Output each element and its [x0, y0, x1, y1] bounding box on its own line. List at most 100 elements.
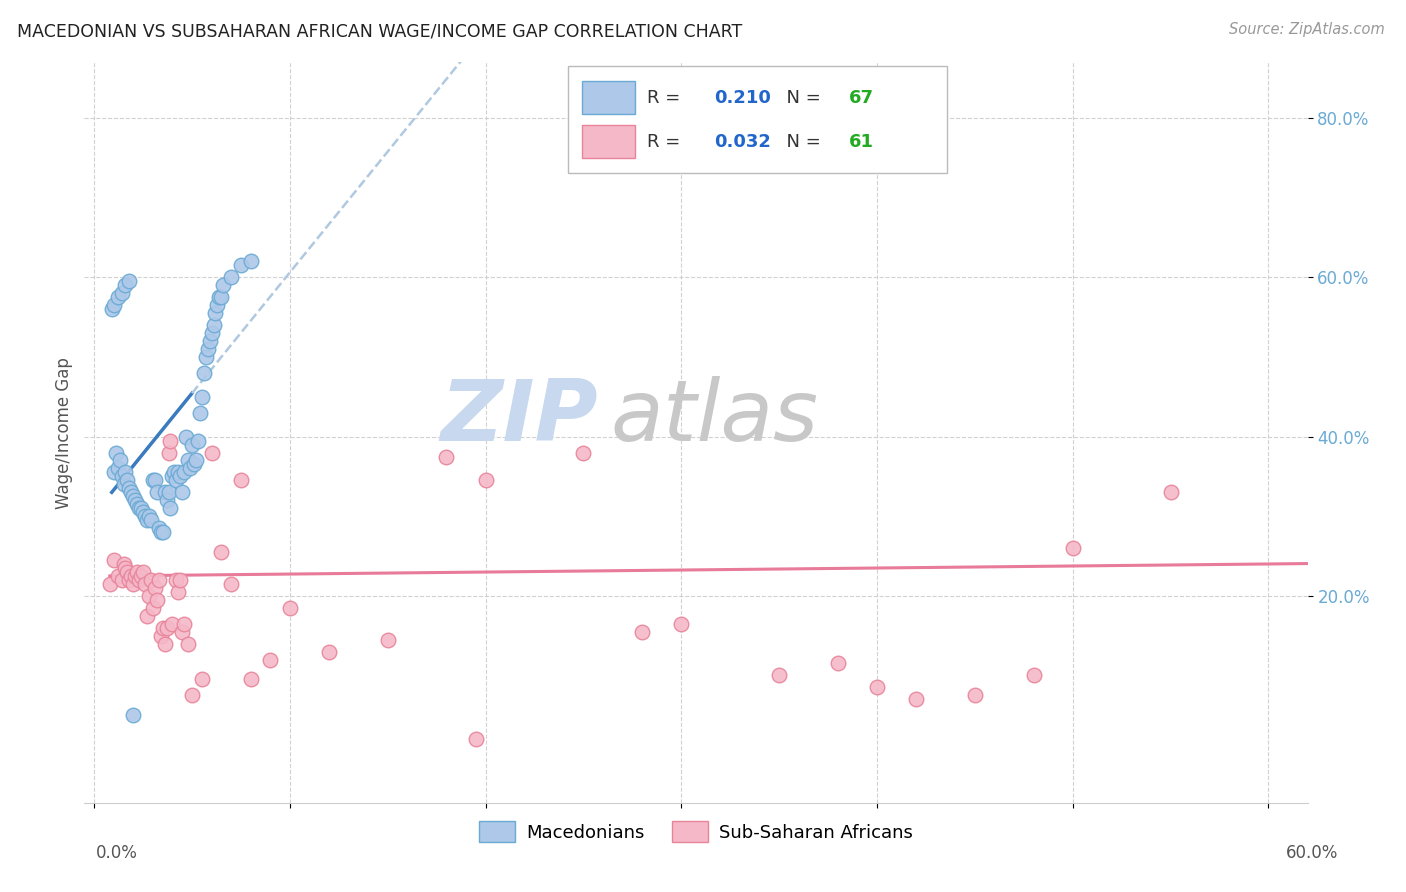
- Point: [104, 445, 127, 459]
- Point: [1160, 485, 1182, 500]
- Point: [149, 525, 172, 540]
- Point: [118, 274, 141, 288]
- Point: [318, 644, 340, 658]
- Point: [191, 390, 214, 404]
- Text: 61: 61: [849, 133, 875, 151]
- Point: [179, 461, 201, 475]
- Point: [107, 569, 129, 583]
- Point: [239, 673, 262, 687]
- Point: [181, 689, 204, 703]
- Point: [219, 270, 242, 285]
- Point: [155, 493, 177, 508]
- Point: [110, 469, 132, 483]
- Point: [114, 561, 136, 575]
- FancyBboxPatch shape: [582, 126, 636, 158]
- Point: [181, 437, 204, 451]
- Point: [377, 632, 399, 647]
- Text: 0.210: 0.210: [714, 89, 772, 107]
- Point: [1022, 668, 1045, 682]
- Point: [128, 501, 150, 516]
- Point: [124, 493, 146, 508]
- Point: [239, 254, 262, 268]
- Point: [136, 608, 159, 623]
- Text: N =: N =: [776, 89, 827, 107]
- Text: ZIP: ZIP: [440, 376, 598, 459]
- Point: [207, 298, 229, 312]
- Point: [200, 445, 222, 459]
- Point: [827, 657, 849, 671]
- Point: [148, 573, 170, 587]
- Point: [107, 461, 129, 475]
- Point: [110, 573, 132, 587]
- Point: [631, 624, 654, 639]
- Text: MACEDONIAN VS SUBSAHARAN AFRICAN WAGE/INCOME GAP CORRELATION CHART: MACEDONIAN VS SUBSAHARAN AFRICAN WAGE/IN…: [17, 22, 742, 40]
- Point: [200, 326, 222, 340]
- Legend: Macedonians, Sub-Saharan Africans: Macedonians, Sub-Saharan Africans: [472, 814, 920, 849]
- Point: [204, 306, 226, 320]
- Point: [174, 429, 197, 443]
- Point: [149, 629, 172, 643]
- Point: [187, 434, 209, 448]
- Point: [153, 637, 176, 651]
- Point: [162, 616, 184, 631]
- Point: [436, 450, 458, 464]
- Point: [118, 573, 141, 587]
- Point: [963, 689, 986, 703]
- Point: [169, 573, 191, 587]
- Point: [159, 501, 181, 516]
- Point: [219, 577, 242, 591]
- Point: [129, 569, 152, 583]
- Point: [202, 318, 225, 333]
- Text: atlas: atlas: [610, 376, 818, 459]
- Text: 67: 67: [849, 89, 875, 107]
- Point: [146, 592, 169, 607]
- Point: [139, 573, 162, 587]
- Point: [108, 453, 131, 467]
- Point: [132, 565, 155, 579]
- Point: [464, 732, 486, 747]
- Point: [671, 616, 693, 631]
- Point: [138, 509, 160, 524]
- Text: 0.032: 0.032: [714, 133, 772, 151]
- Point: [172, 624, 194, 639]
- Point: [259, 652, 281, 666]
- Point: [173, 466, 195, 480]
- Text: N =: N =: [776, 133, 827, 151]
- Text: R =: R =: [647, 89, 686, 107]
- Point: [177, 637, 200, 651]
- Point: [146, 485, 169, 500]
- Point: [209, 545, 232, 559]
- Point: [122, 708, 145, 723]
- Point: [167, 466, 190, 480]
- Point: [208, 290, 231, 304]
- Point: [905, 692, 928, 706]
- Point: [474, 474, 496, 488]
- Point: [188, 406, 211, 420]
- Point: [114, 278, 136, 293]
- Point: [209, 290, 232, 304]
- Point: [1062, 541, 1084, 555]
- Point: [127, 565, 149, 579]
- Point: [103, 298, 125, 312]
- Point: [152, 621, 174, 635]
- Point: [138, 589, 160, 603]
- Point: [167, 584, 190, 599]
- Point: [155, 621, 177, 635]
- Point: [173, 616, 195, 631]
- Point: [120, 569, 142, 583]
- Point: [194, 350, 217, 364]
- Point: [120, 485, 142, 500]
- Point: [157, 445, 180, 459]
- Point: [134, 509, 156, 524]
- Text: 60.0%: 60.0%: [1286, 844, 1339, 862]
- Point: [212, 278, 235, 293]
- Point: [198, 334, 221, 348]
- Point: [152, 525, 174, 540]
- Point: [143, 474, 166, 488]
- Text: 0.0%: 0.0%: [96, 844, 138, 862]
- Point: [132, 505, 155, 519]
- Point: [768, 668, 790, 682]
- Point: [103, 466, 125, 480]
- Point: [172, 485, 194, 500]
- Point: [139, 513, 162, 527]
